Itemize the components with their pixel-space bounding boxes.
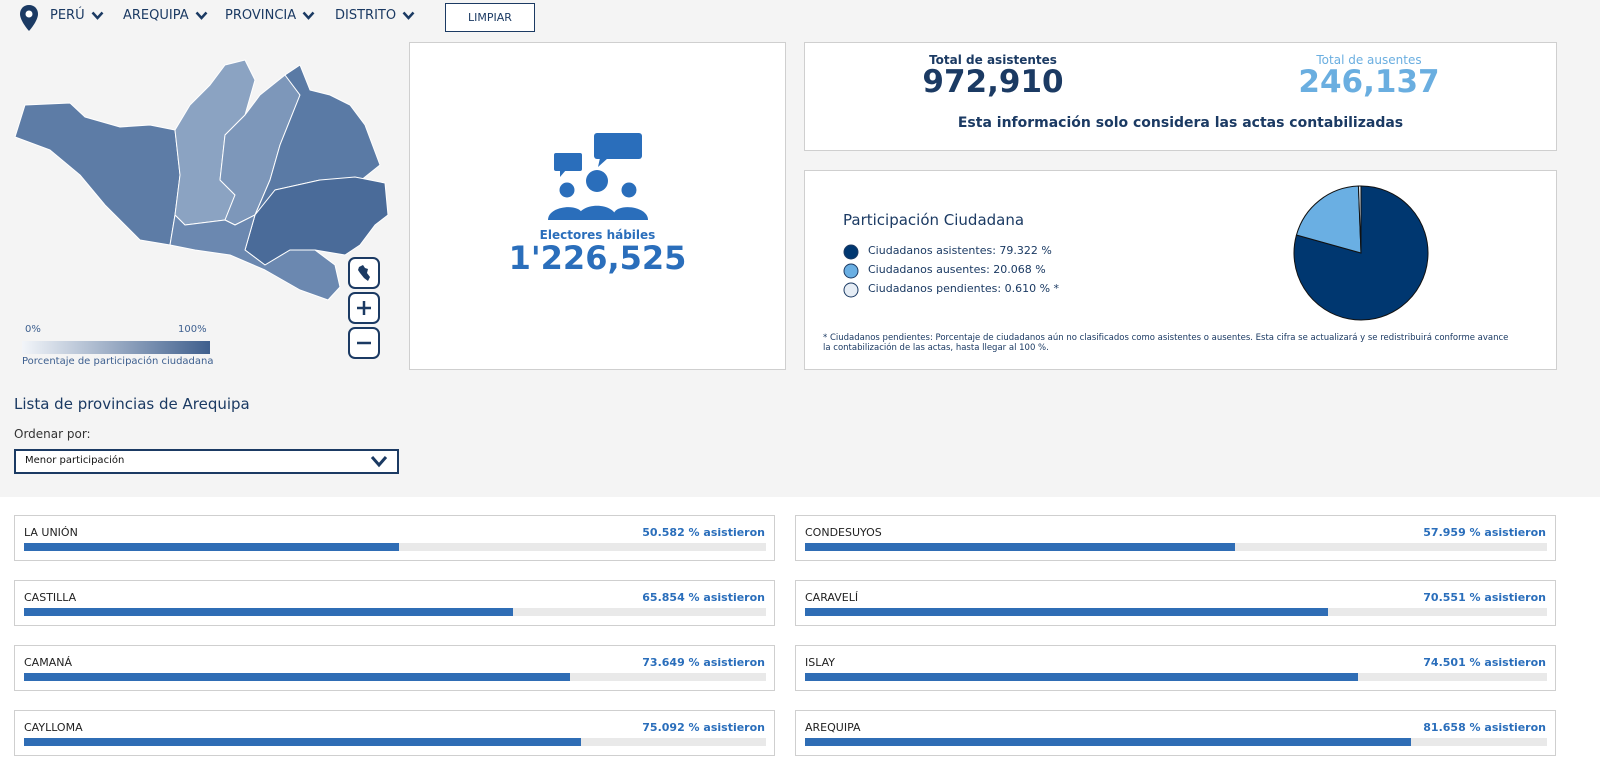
pie-slice (1357, 185, 1362, 254)
nav-item[interactable]: PERÚ (50, 8, 104, 23)
people-icon (548, 133, 648, 220)
province-value-label: 57.959 % asistieron (1423, 526, 1546, 539)
province-row: LA UNIÓN 50.582 % asistieron (14, 515, 775, 561)
legend-swatch (843, 244, 859, 260)
province-value-label: 50.582 % asistieron (642, 526, 765, 539)
participation-title: Participación Ciudadana (843, 211, 1025, 229)
participation-bar (24, 673, 571, 681)
province-name: AREQUIPA (805, 721, 861, 734)
nav-item[interactable]: AREQUIPA (123, 8, 208, 23)
participation-bar (805, 608, 1329, 616)
chevron (402, 11, 415, 20)
province-row: CAMANÁ 73.649 % asistieron (14, 645, 775, 691)
legend-swatch (843, 282, 859, 298)
province-name: LA UNIÓN (24, 526, 78, 539)
nav-label: PERÚ (50, 8, 85, 23)
zoom-out-button[interactable] (348, 327, 380, 359)
asistentes-value: 972,910 (922, 64, 1064, 100)
legend-label: Ciudadanos ausentes: 20.068 % (868, 263, 1046, 276)
plus-icon (357, 301, 371, 315)
province-row: CONDESUYOS 57.959 % asistieron (795, 515, 1556, 561)
province-row: CARAVELÍ 70.551 % asistieron (795, 580, 1556, 626)
clear-button[interactable]: LIMPIAR (445, 3, 535, 32)
legend-min: 0% (25, 324, 41, 335)
province-value-label: 81.658 % asistieron (1423, 721, 1546, 734)
province-value-label: 70.551 % asistieron (1423, 591, 1546, 604)
province-name: CAYLLOMA (24, 721, 83, 734)
ausentes-label: Total de ausentes (1316, 53, 1422, 67)
province-row: ISLAY 74.501 % asistieron (795, 645, 1556, 691)
bar-track (805, 608, 1547, 616)
legend-label: Ciudadanos asistentes: 79.322 % (868, 244, 1052, 257)
province-name: CASTILLA (24, 591, 77, 604)
province-row: AREQUIPA 81.658 % asistieron (795, 710, 1556, 756)
totals-card: Total de asistentes 972,910 Total de aus… (804, 42, 1557, 151)
legend-caption: Porcentaje de participación ciudadana (22, 356, 214, 367)
asistentes-label: Total de asistentes (929, 53, 1057, 67)
minus-icon (357, 341, 371, 345)
nav-label: PROVINCIA (225, 8, 297, 23)
electores-label: Electores hábiles (539, 228, 656, 242)
bar-track (805, 673, 1547, 681)
participation-bar (24, 543, 400, 551)
participation-bar (24, 608, 513, 616)
electores-value: 1'226,525 (508, 239, 687, 277)
participation-pie (1293, 185, 1429, 321)
location-icon (20, 5, 38, 31)
province-name: ISLAY (805, 656, 835, 669)
province-value-label: 75.092 % asistieron (642, 721, 765, 734)
legend-swatch (843, 263, 859, 279)
electores-card: Electores hábiles 1'226,525 (409, 42, 786, 370)
chevron (91, 11, 104, 20)
chevron (195, 11, 208, 20)
nav-item[interactable]: PROVINCIA (225, 8, 315, 23)
country-view-button[interactable] (348, 257, 380, 289)
bar-track (24, 608, 766, 616)
bar-track (805, 543, 1547, 551)
ausentes-value: 246,137 (1298, 64, 1440, 100)
chevron (370, 456, 388, 468)
legend-max: 100% (178, 324, 207, 335)
province-row: CASTILLA 65.854 % asistieron (14, 580, 775, 626)
legend-dot (843, 282, 859, 298)
province-value-label: 65.854 % asistieron (642, 591, 765, 604)
bar-track (24, 543, 766, 551)
participation-bar (24, 738, 582, 746)
sort-value: Menor participación (25, 455, 125, 466)
totals-note: Esta información solo considera las acta… (957, 115, 1404, 131)
sort-label: Ordenar por: (14, 427, 91, 441)
province-name: CAMANÁ (24, 656, 72, 669)
nav-label: DISTRITO (335, 8, 397, 23)
legend-dot (843, 244, 859, 260)
province-value-label: 73.649 % asistieron (642, 656, 765, 669)
legend-gradient (22, 341, 210, 354)
province-row: CAYLLOMA 75.092 % asistieron (14, 710, 775, 756)
bar-track (805, 738, 1547, 746)
participation-card: Participación Ciudadana Ciudadanos asist… (804, 170, 1557, 370)
nav-label: AREQUIPA (123, 8, 189, 23)
participation-bar (805, 543, 1236, 551)
bar-track (24, 738, 766, 746)
legend-dot (843, 263, 859, 279)
participation-bar (805, 673, 1358, 681)
list-title: Lista de provincias de Arequipa (14, 395, 250, 413)
region-map (14, 59, 389, 301)
peru-icon (358, 265, 370, 281)
province-name: CARAVELÍ (805, 591, 859, 604)
chevron (302, 11, 315, 20)
legend-label: Ciudadanos pendientes: 0.610 % * (868, 282, 1060, 295)
sort-select[interactable]: Menor participación (14, 449, 399, 474)
participation-footnote: * Ciudadanos pendientes: Porcentaje de c… (823, 333, 1509, 353)
participation-bar (805, 738, 1411, 746)
pie-slice (1295, 185, 1362, 254)
province-value-label: 74.501 % asistieron (1423, 656, 1546, 669)
zoom-in-button[interactable] (348, 292, 380, 324)
bar-track (24, 673, 766, 681)
nav-item[interactable]: DISTRITO (335, 8, 415, 23)
province-name: CONDESUYOS (805, 526, 882, 539)
